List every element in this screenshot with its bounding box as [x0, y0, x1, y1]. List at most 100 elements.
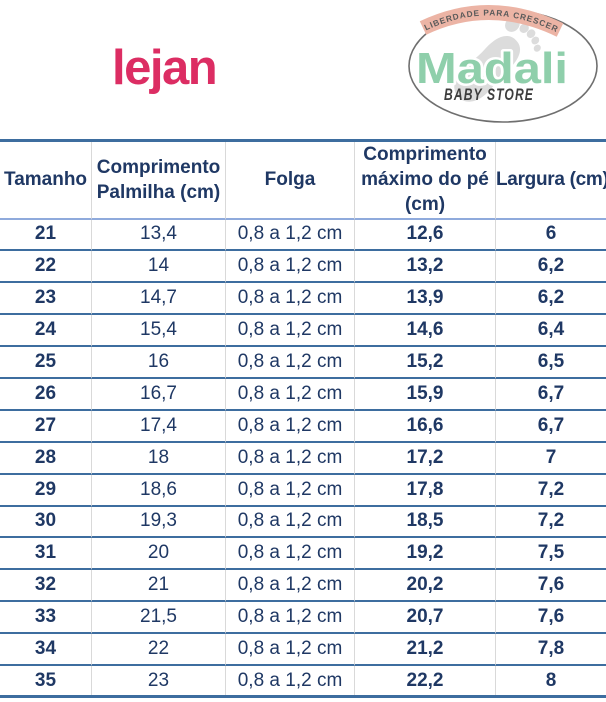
cell-folga: 0,8 a 1,2 cm [225, 251, 354, 284]
cell-tamanho: 33 [0, 602, 91, 635]
table-row-size-29: 29 18,6 0,8 a 1,2 cm 17,8 7,2 [0, 474, 606, 507]
cell-pe: 13,9 [354, 283, 495, 316]
cell-folga: 0,8 a 1,2 cm [225, 347, 354, 379]
cell-folga: 0,8 a 1,2 cm [225, 442, 354, 475]
cell-largura: 7,5 [495, 538, 606, 571]
cell-folga: 0,8 a 1,2 cm [225, 315, 354, 348]
table-row-size-22: 22 14 0,8 a 1,2 cm 13,2 6,2 [0, 251, 606, 284]
cell-palmilha: 17,4 [91, 410, 225, 443]
cell-folga: 0,8 a 1,2 cm [225, 538, 354, 571]
cell-palmilha: 14,7 [91, 283, 225, 316]
size-table-header: Tamanho Comprimento Palmilha (cm) Folga Com… [0, 142, 606, 220]
cell-tamanho: 35 [34, 669, 57, 691]
size-table: Tamanho Comprimento Palmilha (cm) Folga Com… [0, 139, 606, 699]
table-row-size-35: 35 23 0,8 a 1,2 cm 22,2 8 [0, 665, 606, 696]
cell-largura: 7,2 [495, 474, 606, 507]
cell-palmilha: 22 [91, 634, 225, 666]
cell-palmilha: 18 [91, 442, 225, 475]
cell-folga: 0,8 a 1,2 cm [225, 602, 354, 635]
cell-palmilha: 23 [91, 665, 225, 696]
cell-largura: 7,6 [495, 570, 606, 603]
table-row-size-21: 21 13,4 0,8 a 1,2 cm 12,6 6 [0, 219, 606, 252]
table-row-size-32: 32 21 0,8 a 1,2 cm 20,2 7,6 [0, 570, 606, 603]
cell-largura: 7,2 [495, 506, 606, 539]
cell-pe: 14,6 [354, 315, 495, 348]
cell-tamanho: 30 [0, 507, 91, 539]
cell-folga: 0,8 a 1,2 cm [225, 219, 354, 252]
cell-pe: 15,2 [354, 347, 495, 379]
cell-folga: 0,8 a 1,2 cm [225, 570, 354, 603]
cell-palmilha: 19,3 [91, 506, 225, 539]
cell-pe: 13,2 [354, 251, 495, 284]
size-table-body: 21 13,4 0,8 a 1,2 cm 12,6 6 22 14 0,8 a 1,2 cm 1… [0, 219, 606, 696]
cell-folga: 0,8 a 1,2 cm [225, 410, 354, 443]
cell-pe: 18,5 [354, 506, 495, 539]
cell-pe: 20,7 [354, 602, 495, 635]
cell-largura: 7,8 [495, 634, 606, 666]
cell-largura: 6,2 [495, 251, 606, 284]
cell-palmilha: 21 [91, 570, 225, 603]
table-row-size-25: 25 16 0,8 a 1,2 cm 15,2 6,5 [0, 347, 606, 379]
table-row-size-23: 23 14,7 0,8 a 1,2 cm 13,9 6,2 [0, 283, 606, 316]
cell-tamanho: 22 [0, 251, 91, 284]
cell-palmilha: 13,4 [91, 219, 225, 252]
cell-tamanho: 29 [0, 475, 91, 507]
cell-pe: 15,9 [354, 378, 495, 411]
lejan-wordmark: lejan [112, 41, 218, 95]
cell-pe: 22,2 [354, 665, 495, 696]
cell-pe: 16,6 [354, 410, 495, 443]
cell-largura: 8 [495, 665, 606, 696]
table-row-size-31: 31 20 0,8 a 1,2 cm 19,2 7,5 [0, 538, 606, 571]
madali-name: Madali [416, 44, 568, 93]
cell-pe: 17,8 [354, 474, 495, 507]
header-row: Tamanho Comprimento Palmilha (cm) Folga Com… [0, 142, 606, 220]
cell-palmilha: 20 [91, 538, 225, 571]
cell-tamanho: 27 [0, 411, 91, 443]
table-row-size-34: 34 22 0,8 a 1,2 cm 21,2 7,8 [0, 634, 606, 666]
table-row-size-27: 27 17,4 0,8 a 1,2 cm 16,6 6,7 [0, 410, 606, 443]
cell-largura: 6,7 [495, 410, 606, 443]
table-row-size-28: 28 18 0,8 a 1,2 cm 17,2 7 [0, 442, 606, 475]
column-header-tamanho: Tamanho [0, 142, 91, 220]
cell-pe: 17,2 [354, 442, 495, 475]
cell-folga: 0,8 a 1,2 cm [225, 665, 354, 696]
lejan-logo: lejan [112, 41, 218, 95]
column-header-palmilha: Comprimento Palmilha (cm) [91, 142, 225, 220]
madali-logo: LIBERDADE PARA CRESCER Madali BABY STORE [408, 5, 598, 123]
cell-tamanho: 25 [0, 347, 91, 379]
cell-tamanho: 24 [0, 315, 91, 348]
column-header-pe: Comprimento máximo do pé (cm) [354, 142, 495, 220]
cell-tamanho: 34 [0, 634, 91, 666]
cell-palmilha: 21,5 [91, 602, 225, 635]
cell-pe: 12,6 [354, 219, 495, 252]
cell-palmilha: 16 [91, 347, 225, 379]
table-row-size-24: 24 15,4 0,8 a 1,2 cm 14,6 6,4 [0, 315, 606, 348]
cell-palmilha: 16,7 [91, 378, 225, 411]
cell-tamanho: 26 [0, 379, 91, 411]
cell-folga: 0,8 a 1,2 cm [225, 506, 354, 539]
cell-palmilha: 18,6 [91, 474, 225, 507]
cell-tamanho: 32 [0, 570, 91, 603]
cell-pe: 21,2 [354, 634, 495, 666]
cell-tamanho: 23 [0, 283, 91, 316]
column-header-folga: Folga [225, 142, 354, 220]
cell-largura: 6,7 [495, 378, 606, 411]
cell-tamanho: 31 [0, 538, 91, 571]
table-row-size-30: 30 19,3 0,8 a 1,2 cm 18,5 7,2 [0, 506, 606, 539]
table-row-size-33: 33 21,5 0,8 a 1,2 cm 20,7 7,6 [0, 602, 606, 635]
cell-largura: 6,5 [495, 347, 606, 379]
cell-largura: 6,4 [495, 315, 606, 348]
cell-largura: 6,2 [495, 283, 606, 316]
cell-largura: 7 [495, 442, 606, 475]
cell-folga: 0,8 a 1,2 cm [225, 634, 354, 666]
table-row-size-26: 26 16,7 0,8 a 1,2 cm 15,9 6,7 [0, 378, 606, 411]
cell-largura: 7,6 [495, 602, 606, 635]
madali-ribbon [419, 5, 564, 37]
cell-pe: 19,2 [354, 538, 495, 571]
cell-folga: 0,8 a 1,2 cm [225, 474, 354, 507]
cell-folga: 0,8 a 1,2 cm [225, 378, 354, 411]
page-header: lejan LIBERDADE PARA CRESCER Madali BABY… [0, 0, 606, 139]
cell-pe: 20,2 [354, 570, 495, 603]
madali-subtitle: BABY STORE [444, 86, 534, 104]
cell-palmilha: 14 [91, 251, 225, 284]
